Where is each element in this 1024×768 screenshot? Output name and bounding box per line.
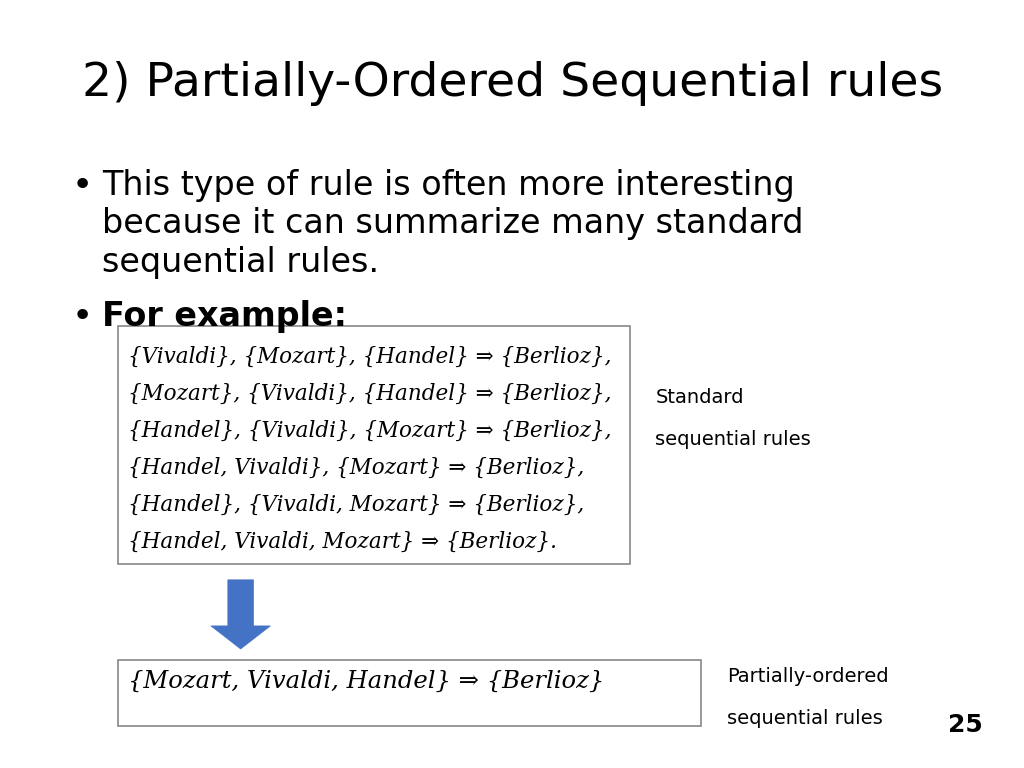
Text: sequential rules.: sequential rules. — [102, 246, 380, 279]
Text: 25: 25 — [948, 713, 983, 737]
Text: {Handel}, {Vivaldi}, {Mozart} ⇒ {Berlioz},: {Handel}, {Vivaldi}, {Mozart} ⇒ {Berlioz… — [128, 420, 611, 442]
Text: This type of rule is often more interesting: This type of rule is often more interest… — [102, 169, 796, 202]
Text: {Mozart, Vivaldi, Handel} ⇒ {Berlioz}: {Mozart, Vivaldi, Handel} ⇒ {Berlioz} — [128, 670, 604, 693]
Text: {Handel}, {Vivaldi, Mozart} ⇒ {Berlioz},: {Handel}, {Vivaldi, Mozart} ⇒ {Berlioz}, — [128, 494, 585, 516]
Text: sequential rules: sequential rules — [727, 709, 883, 728]
Text: sequential rules: sequential rules — [655, 430, 811, 449]
Text: 2) Partially-Ordered Sequential rules: 2) Partially-Ordered Sequential rules — [82, 61, 943, 107]
Text: Standard: Standard — [655, 388, 743, 407]
Text: because it can summarize many standard: because it can summarize many standard — [102, 207, 804, 240]
Text: •: • — [72, 169, 93, 203]
Text: {Vivaldi}, {Mozart}, {Handel} ⇒ {Berlioz},: {Vivaldi}, {Mozart}, {Handel} ⇒ {Berlioz… — [128, 346, 611, 368]
Text: •: • — [72, 300, 93, 333]
Text: Partially-ordered: Partially-ordered — [727, 667, 889, 686]
Text: {Handel, Vivaldi}, {Mozart} ⇒ {Berlioz},: {Handel, Vivaldi}, {Mozart} ⇒ {Berlioz}, — [128, 457, 585, 479]
Text: For example:: For example: — [102, 300, 347, 333]
Text: {Mozart}, {Vivaldi}, {Handel} ⇒ {Berlioz},: {Mozart}, {Vivaldi}, {Handel} ⇒ {Berlioz… — [128, 382, 611, 405]
Text: {Handel, Vivaldi, Mozart} ⇒ {Berlioz}.: {Handel, Vivaldi, Mozart} ⇒ {Berlioz}. — [128, 531, 557, 553]
